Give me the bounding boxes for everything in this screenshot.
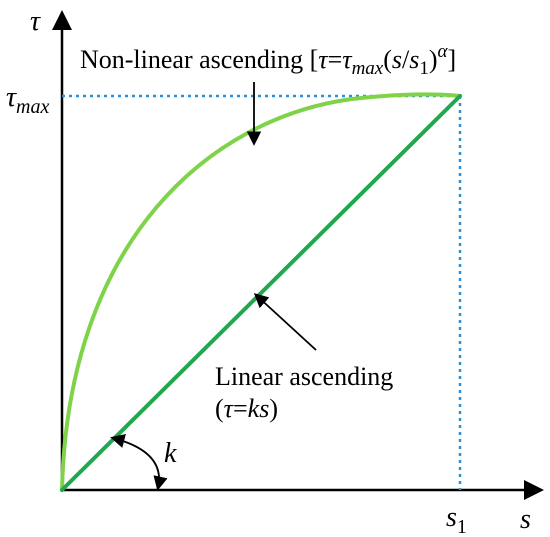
y-axis-label: τ <box>30 6 41 37</box>
slope-angle-arc <box>110 433 168 491</box>
slope-k-label: k <box>164 438 177 469</box>
tau-max-label: τmax <box>6 82 49 118</box>
nonlinear-ascending-label: Non-linear ascending [τ=τmax(s/s1)α] <box>80 41 456 79</box>
s1-label: s1 <box>446 502 467 537</box>
linear-ascending-label: Linear ascending <box>215 362 393 391</box>
nonlinear-ascending-curve <box>60 92 462 492</box>
x-axis-label: s <box>520 504 531 535</box>
linear-ascending-formula: (τ=ks) <box>215 394 278 423</box>
linear-pointer-arrow <box>253 293 317 351</box>
linear-ascending-line <box>60 94 462 492</box>
